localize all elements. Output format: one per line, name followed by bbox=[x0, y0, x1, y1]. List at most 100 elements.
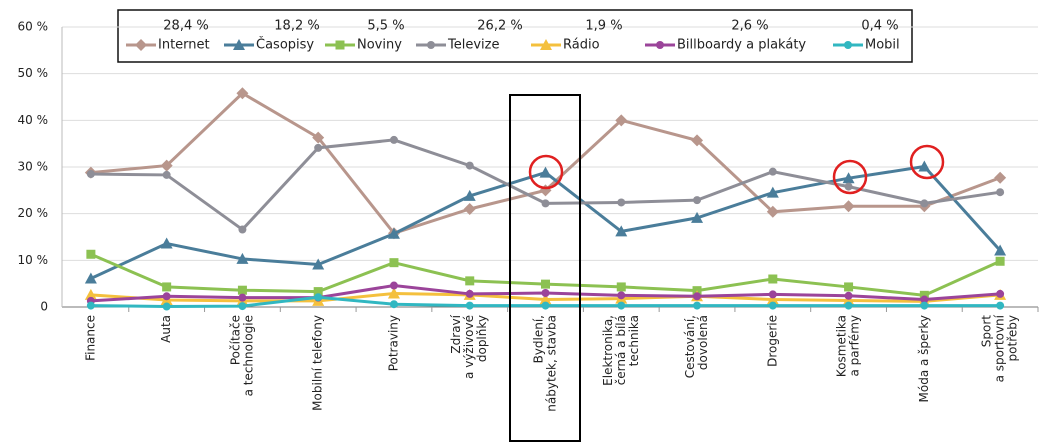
marker bbox=[312, 258, 325, 270]
marker bbox=[236, 252, 249, 264]
plot: 0 10 % 20 % 30 % 40 % 50 % 60 % Finance Auta Počí… bbox=[18, 20, 1039, 412]
x-tick-label: potřeby bbox=[1006, 315, 1020, 361]
marker bbox=[656, 41, 664, 49]
marker bbox=[312, 131, 325, 144]
marker bbox=[691, 134, 704, 147]
marker bbox=[541, 199, 550, 208]
marker bbox=[996, 289, 1005, 298]
marker bbox=[768, 301, 777, 310]
marker bbox=[541, 279, 550, 289]
legend-share: 0,4 % bbox=[861, 19, 898, 34]
marker bbox=[238, 302, 247, 311]
marker bbox=[920, 295, 929, 304]
marker bbox=[617, 291, 626, 300]
marker bbox=[314, 143, 323, 152]
highlight-circle bbox=[528, 154, 564, 190]
marker bbox=[539, 293, 552, 305]
marker bbox=[539, 166, 552, 178]
marker bbox=[615, 225, 628, 237]
x-tick-label: Potraviny bbox=[386, 315, 400, 371]
highlight-circle bbox=[909, 144, 945, 180]
marker bbox=[617, 198, 626, 207]
legend-share: 2,6 % bbox=[731, 19, 768, 34]
marker bbox=[233, 39, 245, 50]
x-tick-label: technika bbox=[627, 315, 641, 366]
marker bbox=[920, 199, 929, 208]
marker bbox=[162, 282, 172, 292]
marker bbox=[693, 301, 702, 310]
marker bbox=[162, 302, 171, 311]
marker bbox=[236, 87, 249, 100]
marker bbox=[768, 167, 777, 176]
legend-label: Billboardy a plakáty bbox=[677, 38, 806, 53]
marker bbox=[389, 281, 398, 290]
highlight-box bbox=[509, 94, 581, 442]
marker bbox=[465, 161, 474, 170]
marker bbox=[238, 293, 247, 302]
marker bbox=[766, 205, 779, 218]
y-tick-label: 60 % bbox=[18, 20, 49, 34]
marker bbox=[427, 41, 435, 49]
marker bbox=[162, 292, 171, 301]
marker bbox=[463, 189, 476, 201]
legend-label: Mobil bbox=[865, 38, 900, 53]
x-tick-label: dovolená bbox=[696, 315, 710, 370]
marker bbox=[994, 244, 1007, 256]
marker bbox=[615, 114, 628, 127]
legend-box bbox=[117, 9, 913, 63]
x-tick-label: Elektronika, bbox=[601, 315, 615, 386]
marker bbox=[844, 291, 853, 300]
marker bbox=[389, 300, 398, 309]
marker bbox=[463, 203, 476, 215]
marker bbox=[842, 200, 855, 213]
marker bbox=[844, 301, 853, 310]
x-tick-label: a technologie bbox=[241, 315, 255, 396]
y-tick-label: 10 % bbox=[18, 253, 49, 267]
marker bbox=[996, 188, 1005, 197]
marker bbox=[541, 301, 550, 310]
marker bbox=[389, 135, 398, 144]
marker bbox=[617, 301, 626, 310]
marker bbox=[160, 159, 173, 172]
marker bbox=[389, 258, 399, 268]
marker bbox=[768, 290, 777, 299]
marker bbox=[616, 282, 626, 292]
marker bbox=[387, 287, 400, 299]
x-tick-label: nábytek, stavba bbox=[545, 315, 559, 412]
marker bbox=[691, 211, 704, 223]
marker bbox=[920, 301, 929, 310]
marker bbox=[844, 282, 854, 292]
series-line bbox=[90, 91, 1001, 236]
marker bbox=[465, 276, 475, 286]
x-tick-label: a výživové bbox=[462, 315, 476, 379]
legend-share: 28,4 % bbox=[163, 19, 208, 34]
marker bbox=[84, 272, 97, 284]
marker bbox=[994, 171, 1007, 184]
marker bbox=[766, 186, 779, 198]
legend-label: Časopisy bbox=[256, 37, 314, 53]
marker bbox=[135, 39, 147, 51]
legend-share: 18,2 % bbox=[274, 19, 319, 34]
marker bbox=[86, 170, 95, 178]
marker bbox=[238, 225, 247, 234]
x-tick-label: Počítače bbox=[228, 315, 242, 365]
marker bbox=[540, 39, 552, 50]
highlight-circle bbox=[832, 159, 868, 195]
marker bbox=[465, 289, 474, 298]
y-tick-label: 40 % bbox=[18, 113, 49, 127]
marker bbox=[766, 293, 779, 305]
x-tick-label: Kosmetika bbox=[835, 315, 849, 377]
marker bbox=[919, 290, 929, 300]
marker bbox=[693, 196, 702, 205]
marker bbox=[844, 41, 852, 49]
y-tick-label: 30 % bbox=[18, 160, 49, 174]
x-tick-label: Cestování, bbox=[683, 315, 697, 378]
marker bbox=[842, 294, 855, 306]
x-tick-label: a sportovní bbox=[993, 314, 1007, 382]
x-tick-label: Auta bbox=[159, 315, 173, 343]
legend-share: 26,2 % bbox=[477, 19, 522, 34]
marker bbox=[335, 40, 345, 50]
marker bbox=[844, 182, 853, 191]
x-tick-label: Bydlení, bbox=[532, 315, 546, 363]
